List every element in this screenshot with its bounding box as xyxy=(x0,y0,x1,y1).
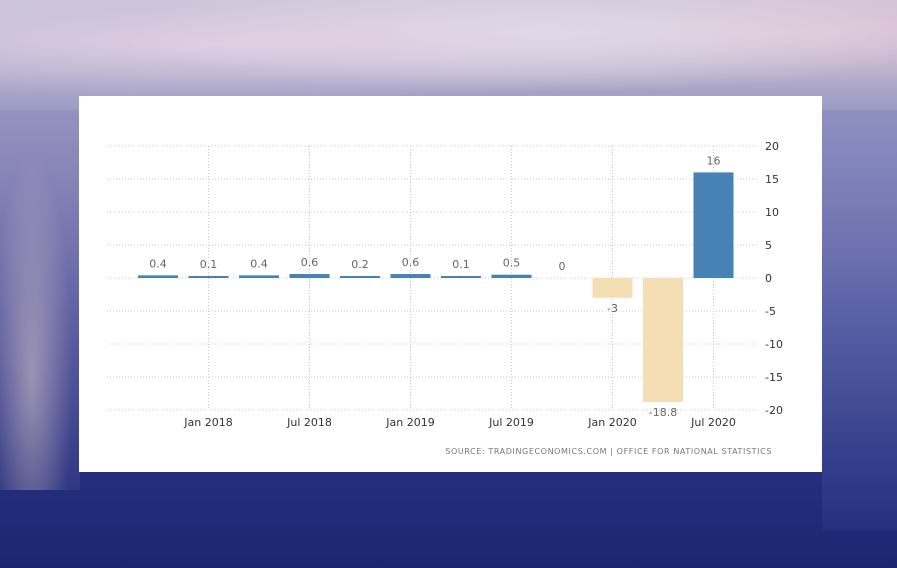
bar-value-label: 0.1 xyxy=(452,258,470,271)
y-tick-label: 0 xyxy=(765,272,772,285)
background-banknotes-top xyxy=(0,0,897,110)
y-tick-label: 15 xyxy=(765,173,779,186)
bar xyxy=(441,276,481,278)
y-axis-ticks: 20 15 10 5 0 -5 -10 -15 -20 xyxy=(765,140,783,417)
x-tick-label: Jan 2020 xyxy=(587,416,636,429)
bar xyxy=(390,274,431,278)
x-tick-label: Jan 2019 xyxy=(385,416,434,429)
bar xyxy=(643,278,683,403)
bars xyxy=(138,172,734,403)
y-tick-label: -10 xyxy=(765,338,783,351)
source-note: SOURCE: TRADINGECONOMICS.COM | OFFICE FO… xyxy=(445,447,772,456)
x-tick-label: Jul 2020 xyxy=(690,416,736,429)
bar xyxy=(239,275,279,278)
bar xyxy=(491,274,532,278)
x-axis-ticks: Jan 2018 Jul 2018 Jan 2019 Jul 2019 Jan 2020… xyxy=(183,416,736,429)
bar-value-label: -18.8 xyxy=(649,406,677,419)
x-tick-label: Jul 2018 xyxy=(286,416,332,429)
bar-chart: 0.4 0.1 0.4 0.6 0.2 0.6 0.1 0.5 0 -3 -18.8 16 20 15 1… xyxy=(107,140,783,429)
y-tick-label: 5 xyxy=(765,239,772,252)
horizontal-gridlines xyxy=(107,145,757,411)
bar xyxy=(592,278,633,298)
bar xyxy=(188,276,229,278)
background-banknotes-left xyxy=(0,110,80,490)
background-banknotes-right xyxy=(822,110,897,530)
chart-card: 0.4 0.1 0.4 0.6 0.2 0.6 0.1 0.5 0 -3 -18.8 16 20 15 1… xyxy=(79,96,822,472)
bar-value-label: 16 xyxy=(707,154,721,167)
y-tick-label: 20 xyxy=(765,140,779,153)
bar xyxy=(693,172,734,278)
bar-value-label: 0.4 xyxy=(250,257,268,270)
bar-value-label: 0.5 xyxy=(503,257,521,270)
bar-value-label: 0.4 xyxy=(149,257,167,270)
y-tick-label: -20 xyxy=(765,404,783,417)
value-labels: 0.4 0.1 0.4 0.6 0.2 0.6 0.1 0.5 0 -3 -18.8 16 xyxy=(149,154,720,419)
bar-value-label: 0 xyxy=(559,260,566,273)
y-tick-label: -15 xyxy=(765,371,783,384)
bar-value-label: 0.6 xyxy=(402,256,420,269)
x-tick-label: Jan 2018 xyxy=(183,416,232,429)
bar xyxy=(340,276,380,278)
bar xyxy=(138,275,178,278)
bar xyxy=(289,274,330,278)
bar-value-label: 0.6 xyxy=(301,256,319,269)
bar-value-label: 0.2 xyxy=(351,258,369,271)
y-tick-label: -5 xyxy=(765,305,776,318)
x-tick-label: Jul 2019 xyxy=(488,416,534,429)
bar-value-label: -3 xyxy=(607,302,618,315)
y-tick-label: 10 xyxy=(765,206,779,219)
bar-value-label: 0.1 xyxy=(200,258,218,271)
